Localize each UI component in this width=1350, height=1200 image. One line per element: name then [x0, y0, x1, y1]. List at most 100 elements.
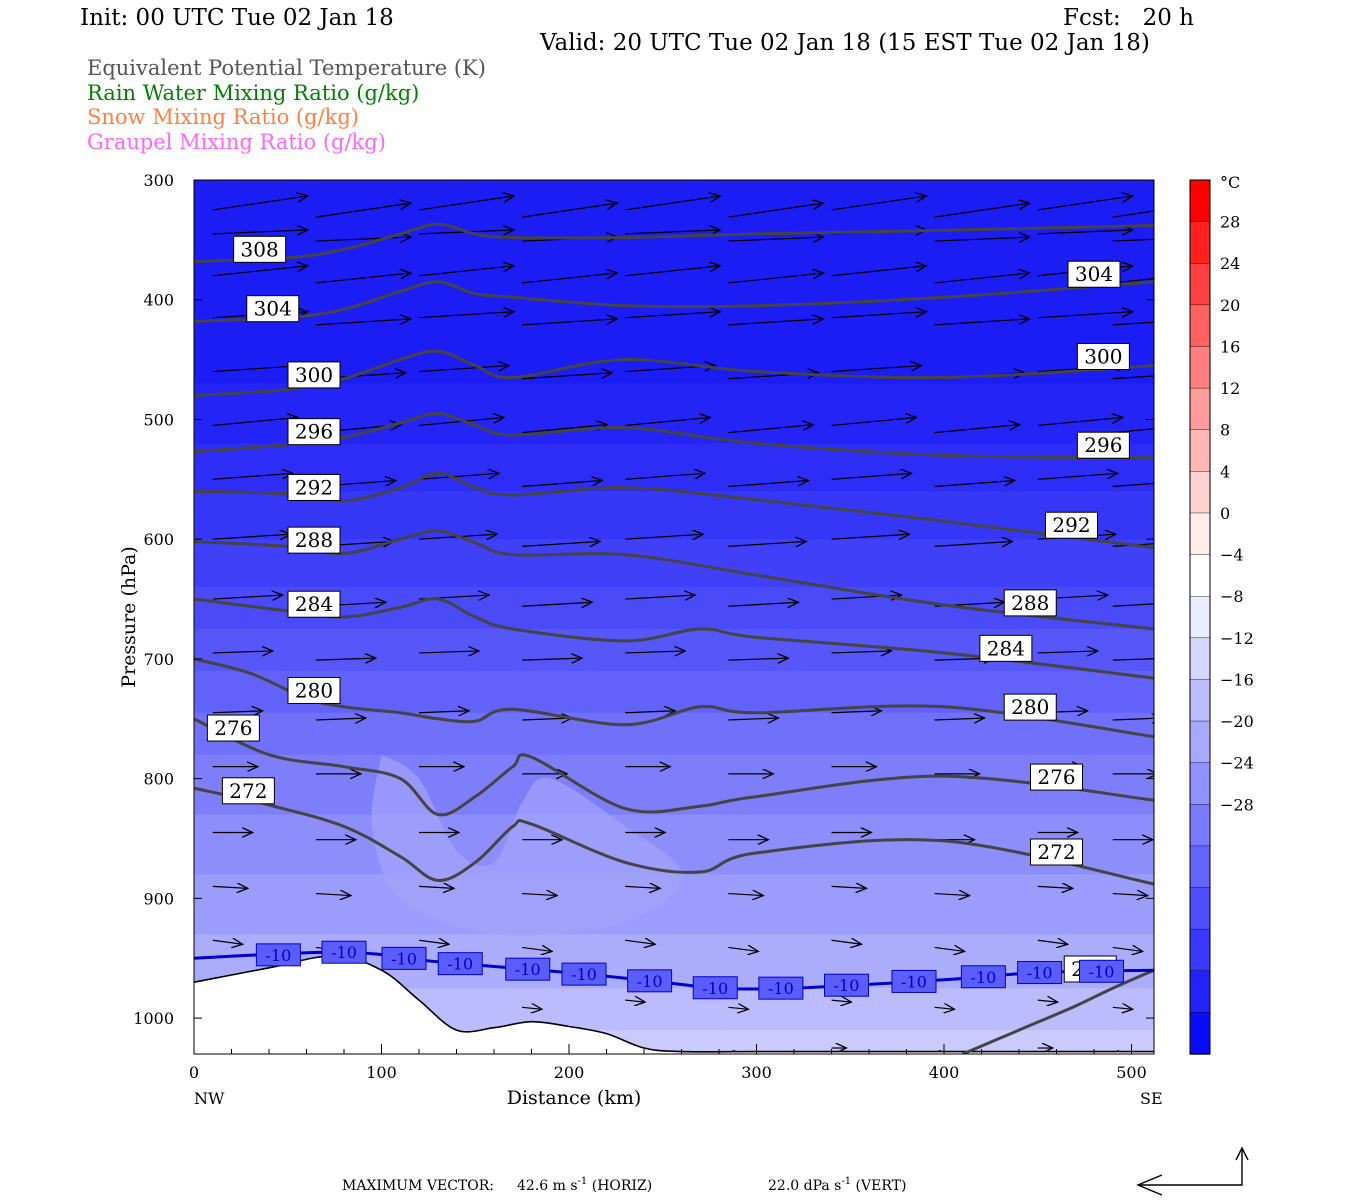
colorbar-frame: [1189, 179, 1211, 1055]
contour-label-304: 304: [1067, 260, 1121, 288]
isotherm-label: -10: [960, 965, 1006, 989]
colorbar-swatch: [1189, 637, 1211, 681]
wind-vector: [1037, 886, 1073, 888]
wind-vector: [625, 473, 705, 480]
colorbar-swatch: [1189, 304, 1211, 348]
contour-label-292-text: 292: [1052, 513, 1090, 537]
contour-label-276-text: 276: [214, 716, 252, 740]
wind-vector: [418, 886, 454, 888]
shade-band: [194, 754, 1154, 816]
contour-label-284: 284: [979, 634, 1033, 662]
contour-label-272-text: 272: [229, 779, 267, 803]
x-end-label-left: NW: [194, 1089, 225, 1108]
wind-vector: [315, 237, 411, 241]
contour-label-292: 292: [1045, 511, 1098, 539]
contour-label-296-box: [287, 418, 341, 446]
colorbar-label: 20: [1220, 296, 1240, 315]
isotherm-label-box: [561, 962, 607, 986]
wind-vector: [1037, 230, 1133, 234]
isotherm-label: -10: [627, 969, 673, 993]
colorbar-swatch: [1189, 263, 1211, 306]
colorbar-unit: °C: [1220, 173, 1240, 192]
wind-vector: [625, 417, 710, 427]
isotherm-label: -10: [437, 952, 483, 976]
colorbar-swatch: [1189, 346, 1211, 389]
wind-vector: [934, 894, 970, 896]
wind-vector: [728, 718, 778, 720]
wind-vector: [418, 196, 514, 211]
valid-time: Valid: 20 UTC Tue 02 Jan 18 (15 EST Tue …: [540, 30, 1150, 56]
colorbar-swatch: [1189, 387, 1211, 431]
colorbar-label: −8: [1220, 587, 1244, 606]
wind-vector: [625, 1000, 645, 1002]
wind-vector: [728, 273, 823, 284]
wind-vector: [1112, 894, 1148, 896]
isotherm-label-box: [692, 976, 738, 1000]
max-vert-vector: 22.0 dPa s-1 (VERT): [768, 1176, 906, 1194]
wind-vector: [418, 711, 469, 713]
shade-band: [194, 712, 1154, 756]
y-axis-title: Pressure (hPa): [118, 546, 140, 688]
wind-vector: [831, 473, 912, 480]
y-tick-label: 500: [143, 410, 174, 429]
field-label-graupel: Graupel Mixing Ratio (g/kg): [87, 130, 386, 154]
isotherm-label-text: -10: [768, 979, 794, 998]
contour-label-272-box: [221, 777, 275, 805]
wind-vector: [522, 658, 582, 660]
field-label-theta-e: Equivalent Potential Temperature (K): [87, 56, 486, 80]
isotherm-label: -10: [255, 943, 301, 967]
max-horiz-vector: 42.6 m s-1 (HORIZ): [517, 1176, 652, 1194]
wind-vector: [315, 718, 366, 720]
wind-vector: [418, 266, 514, 277]
wind-vector: [1112, 603, 1154, 607]
contour-label-292-text: 292: [295, 475, 333, 499]
theta-e-contour-276: [194, 717, 1154, 817]
wind-vector: [625, 534, 703, 539]
colorbar-swatch: [1189, 720, 1211, 764]
contour-label-292-box: [287, 473, 341, 501]
contour-label-288-text: 288: [1011, 591, 1049, 615]
isotherm-label: -10: [561, 962, 607, 986]
wind-vector: [934, 1007, 955, 1009]
isotherm-label-box: [891, 969, 937, 993]
contour-label-284-text: 284: [295, 592, 333, 616]
isotherm-label-text: -10: [447, 955, 473, 974]
plot-frame: [193, 179, 1155, 1055]
wind-vector: [418, 473, 499, 480]
wind-vector: [1112, 658, 1154, 661]
colorbar-swatch: [1189, 970, 1211, 1014]
reference-vector-head-vert: [1235, 1146, 1249, 1161]
contour-label-276: 276: [206, 714, 260, 742]
colorbar-swatch: [1189, 471, 1211, 514]
isotherm-label-text: -10: [637, 972, 663, 991]
colorbar-label: 16: [1220, 337, 1240, 356]
wind-vector: [1112, 238, 1154, 242]
wind-vector: [728, 319, 823, 326]
shade-band: [194, 587, 1154, 630]
colorbar-swatch: [1189, 762, 1211, 805]
forecast-hour: Fcst: 20 h: [1063, 5, 1194, 31]
wind-vector: [212, 230, 308, 234]
isotherm-label-text: -10: [265, 946, 291, 965]
isotherm-label: -10: [1079, 959, 1124, 983]
wind-vector: [522, 373, 612, 380]
x-tick-label: 100: [366, 1063, 397, 1082]
wind-vector: [728, 1007, 748, 1009]
contour-label-276-box: [206, 714, 260, 742]
shade-band: [194, 539, 1154, 589]
isotherm-label-text: -10: [834, 976, 860, 995]
y-tick-label: 300: [143, 171, 174, 190]
contour-label-280: 280: [1003, 693, 1057, 721]
theta-e-contour-284: [194, 597, 1154, 680]
contour-label-272-text: 272: [1037, 840, 1075, 864]
contour-label-280-text: 280: [295, 679, 333, 703]
colorbar-swatch: [1189, 1012, 1211, 1055]
wind-vector: [212, 651, 273, 653]
contour-label-308-text: 308: [241, 237, 279, 261]
contour-label-280-box: [1003, 693, 1057, 721]
wind-vector: [418, 651, 479, 653]
contour-label-304-box: [246, 295, 300, 323]
reference-vector: [1138, 1150, 1243, 1186]
x-end-label-right: SE: [1140, 1089, 1163, 1108]
